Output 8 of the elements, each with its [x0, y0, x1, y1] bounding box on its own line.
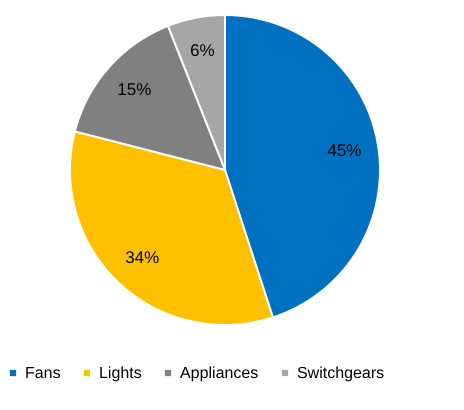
- data-label: 34%: [125, 248, 160, 268]
- data-label: 15%: [117, 80, 152, 100]
- data-label: 45%: [327, 141, 362, 160]
- legend-label: Appliances: [180, 365, 258, 382]
- legend-label: Switchgears: [297, 365, 384, 382]
- data-label: 6%: [190, 41, 215, 60]
- legend-label: Fans: [25, 365, 61, 382]
- legend-label: Lights: [99, 365, 142, 382]
